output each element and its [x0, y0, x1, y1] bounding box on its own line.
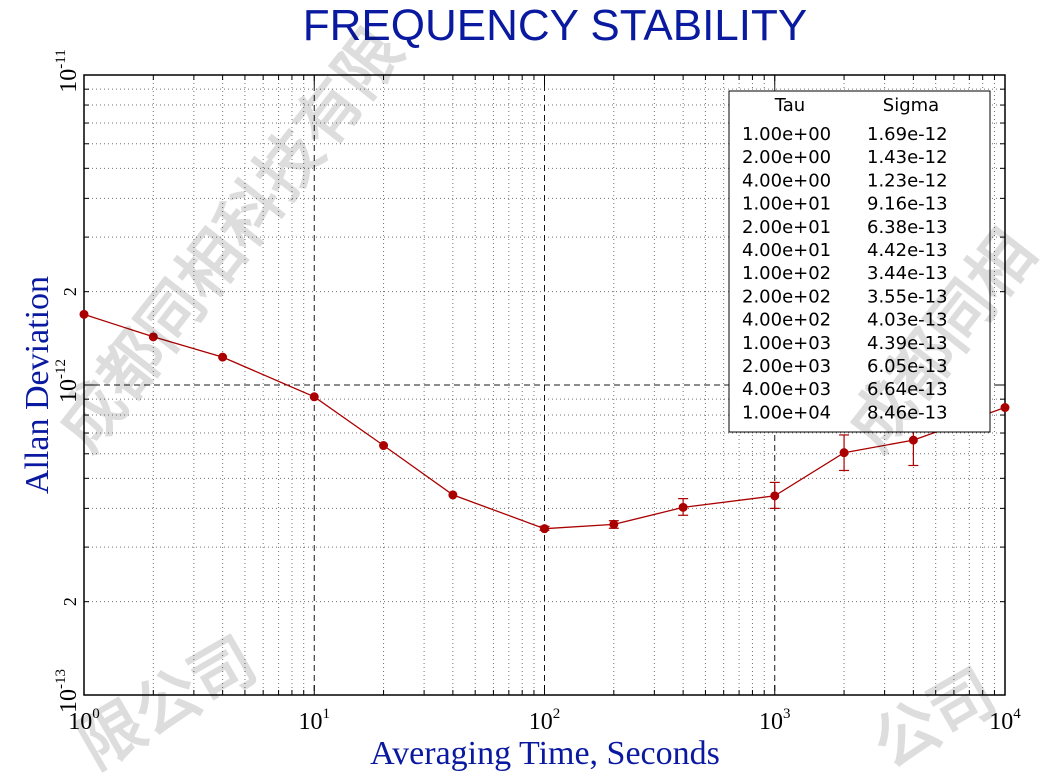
- legend-sigma-value: 4.03e-13: [867, 310, 948, 331]
- y-tick-exponent: -11: [53, 49, 69, 68]
- x-tick-exponent: 3: [783, 706, 791, 722]
- legend-sigma-value: 9.16e-13: [867, 194, 948, 215]
- x-tick-exponent: 2: [553, 706, 561, 722]
- data-point: [839, 448, 849, 458]
- legend-tau-value: 2.00e+02: [742, 286, 831, 307]
- legend-sigma-value: 3.55e-13: [867, 286, 948, 307]
- legend-header: Sigma: [883, 95, 939, 116]
- legend-header: Tau: [774, 95, 805, 116]
- legend-sigma-value: 6.38e-13: [867, 217, 948, 238]
- x-tick-label: 103: [759, 706, 791, 735]
- legend-tau-value: 4.00e+00: [742, 170, 831, 191]
- legend-sigma-value: 1.23e-12: [867, 170, 948, 191]
- x-tick-base: 10: [68, 709, 92, 735]
- y-minor-tick-label: 2: [60, 597, 80, 606]
- legend-tau-value: 1.00e+00: [742, 124, 831, 145]
- data-point: [609, 519, 619, 529]
- legend-sigma-value: 8.46e-13: [867, 402, 948, 423]
- legend-sigma-value: 6.05e-13: [867, 356, 948, 377]
- legend-tau-value: 2.00e+00: [742, 147, 831, 168]
- x-tick-labels: 100 101 102 103 104: [68, 706, 1021, 735]
- data-point: [309, 392, 319, 402]
- y-minor-tick-label: 2: [60, 287, 80, 296]
- legend-tau-value: 1.00e+03: [742, 333, 831, 354]
- grid: [84, 75, 1005, 695]
- x-tick-base: 10: [759, 709, 783, 735]
- x-tick-label: 102: [529, 706, 561, 735]
- y-tick-exponent: -13: [53, 669, 69, 689]
- legend-sigma-value: 4.39e-13: [867, 333, 948, 354]
- y-tick-base: 10: [56, 69, 82, 93]
- x-tick-exponent: 4: [1013, 706, 1021, 722]
- legend-tau-value: 4.00e+02: [742, 310, 831, 331]
- legend-tau-value: 2.00e+03: [742, 356, 831, 377]
- y-tick-label: 10-11: [53, 49, 82, 92]
- watermark-text-d: 公司: [861, 656, 1009, 774]
- x-tick-base: 10: [299, 709, 323, 735]
- chart-title: FREQUENCY STABILITY: [303, 1, 807, 50]
- y-tick-exponent: -12: [53, 359, 69, 379]
- y-axis-label: Allan Deviation: [19, 276, 56, 494]
- data-point: [148, 332, 158, 342]
- legend-tau-value: 1.00e+02: [742, 263, 831, 284]
- watermark-text-b: 限公司: [66, 624, 269, 774]
- legend-tau-value: 4.00e+01: [742, 240, 831, 261]
- legend-sigma-value: 1.43e-12: [867, 147, 948, 168]
- x-tick-exponent: 0: [92, 706, 100, 722]
- y-tick-base: 10: [56, 689, 82, 713]
- legend-sigma-value: 3.44e-13: [867, 263, 948, 284]
- data-point: [540, 524, 549, 534]
- data-point: [448, 490, 458, 500]
- legend-tau-value: 1.00e+01: [742, 194, 831, 215]
- data-point: [218, 352, 228, 362]
- legend-tau-value: 2.00e+01: [742, 217, 831, 238]
- data-point: [79, 309, 89, 319]
- legend-tau-value: 1.00e+04: [742, 402, 831, 423]
- legend-sigma-value: 4.42e-13: [867, 240, 948, 261]
- data-point: [908, 435, 918, 445]
- y-tick-label: 10-13: [53, 669, 82, 713]
- legend-table: Tau Sigma 1.00e+00 1.69e-12 2.00e+00 1.43e-12…: [728, 90, 991, 433]
- legend-sigma-value: 6.64e-13: [867, 379, 948, 400]
- data-point: [379, 441, 389, 451]
- x-tick-exponent: 1: [323, 706, 331, 722]
- x-tick-label: 100: [68, 706, 100, 735]
- x-tick-base: 10: [989, 709, 1013, 735]
- legend-box: [728, 90, 991, 433]
- x-axis-label: Averaging Time, Seconds: [370, 735, 720, 772]
- y-tick-label: 10-12: [53, 359, 82, 403]
- data-point: [770, 491, 780, 501]
- x-tick-base: 10: [529, 709, 553, 735]
- data-point: [678, 502, 688, 512]
- y-tick-base: 10: [56, 379, 82, 403]
- watermark-text-a: 成都同相科技有限: [44, 16, 418, 465]
- data-point: [1000, 403, 1010, 413]
- legend-tau-value: 4.00e+03: [742, 379, 831, 400]
- x-tick-label: 101: [299, 706, 331, 735]
- x-tick-label: 104: [989, 706, 1021, 735]
- legend-sigma-value: 1.69e-12: [867, 124, 948, 145]
